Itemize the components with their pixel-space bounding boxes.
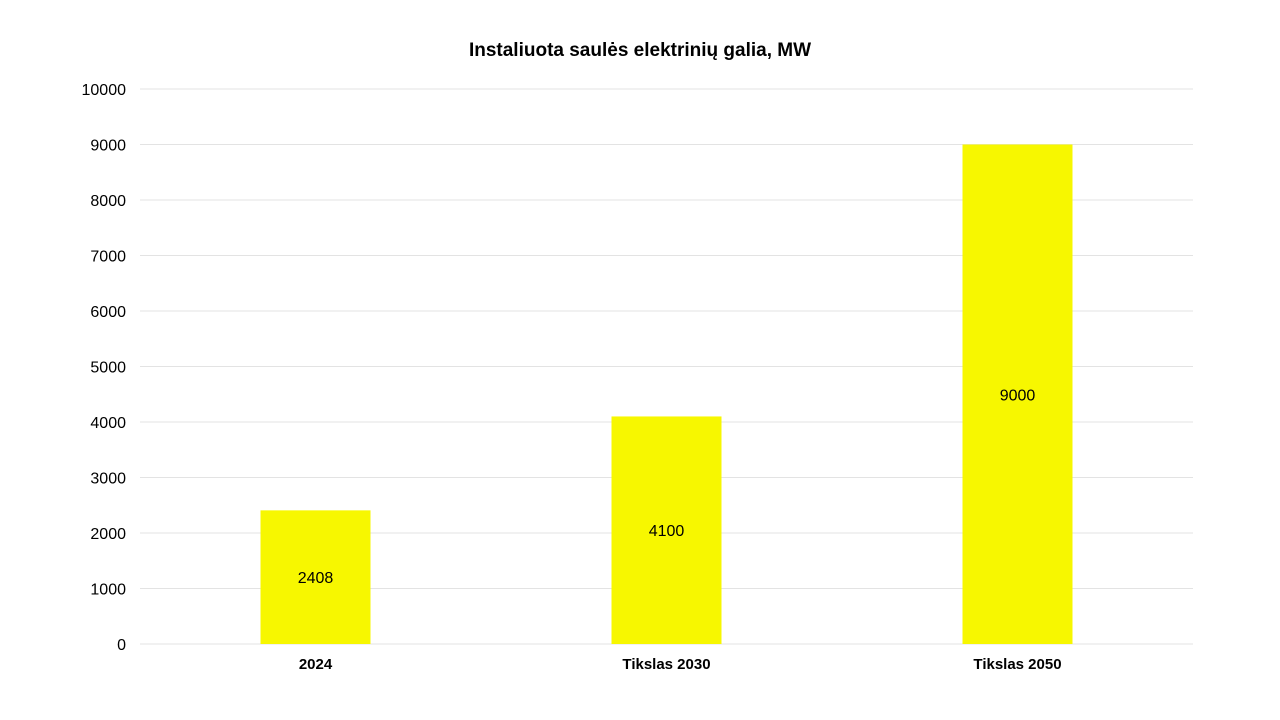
x-tick-label: Tikslas 2030 bbox=[622, 656, 710, 673]
x-tick-label: 2024 bbox=[299, 656, 333, 673]
data-label: 4100 bbox=[649, 523, 685, 540]
y-tick-label: 6000 bbox=[90, 304, 126, 321]
y-tick-label: 7000 bbox=[90, 249, 126, 266]
y-tick-label: 1000 bbox=[90, 582, 126, 599]
chart-title: Instaliuota saulės elektrinių galia, MW bbox=[468, 40, 812, 61]
bar bbox=[611, 416, 722, 644]
y-tick-label: 8000 bbox=[90, 193, 126, 210]
y-tick-label: 0 bbox=[117, 637, 126, 654]
bar bbox=[260, 510, 371, 644]
data-label: 2408 bbox=[298, 570, 334, 587]
y-tick-label: 9000 bbox=[90, 138, 126, 155]
y-tick-label: 5000 bbox=[90, 360, 126, 377]
x-tick-label: Tikslas 2050 bbox=[973, 656, 1061, 673]
y-tick-label: 3000 bbox=[90, 471, 126, 488]
y-tick-label: 10000 bbox=[82, 82, 127, 99]
bar bbox=[962, 144, 1073, 644]
data-label: 9000 bbox=[1000, 387, 1036, 404]
y-tick-label: 2000 bbox=[90, 526, 126, 543]
y-tick-label: 4000 bbox=[90, 415, 126, 432]
